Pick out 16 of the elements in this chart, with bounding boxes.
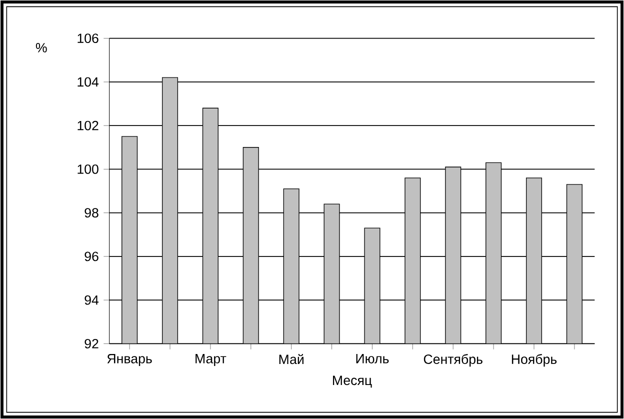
- x-tick-label: Январь: [107, 354, 152, 366]
- x-axis-title: Месяц: [332, 376, 372, 388]
- x-tick-label: Ноябрь: [512, 354, 557, 367]
- y-tick-label: 96: [84, 252, 98, 262]
- y-axis-title: %: [36, 43, 47, 52]
- x-tick-label: Сентябрь: [424, 354, 482, 367]
- y-tick-label: 102: [78, 120, 98, 130]
- y-tick-label: 92: [84, 338, 98, 348]
- y-tick-label: 94: [84, 295, 99, 305]
- y-tick-label: 98: [84, 208, 98, 218]
- x-tick-label: Март: [196, 354, 226, 366]
- y-tick-label: 100: [78, 164, 98, 174]
- x-tick-label: Май: [279, 354, 304, 364]
- x-tick-label: Июль: [356, 354, 389, 364]
- y-tick-label: 106: [78, 34, 98, 44]
- y-tick-label: 104: [78, 77, 99, 87]
